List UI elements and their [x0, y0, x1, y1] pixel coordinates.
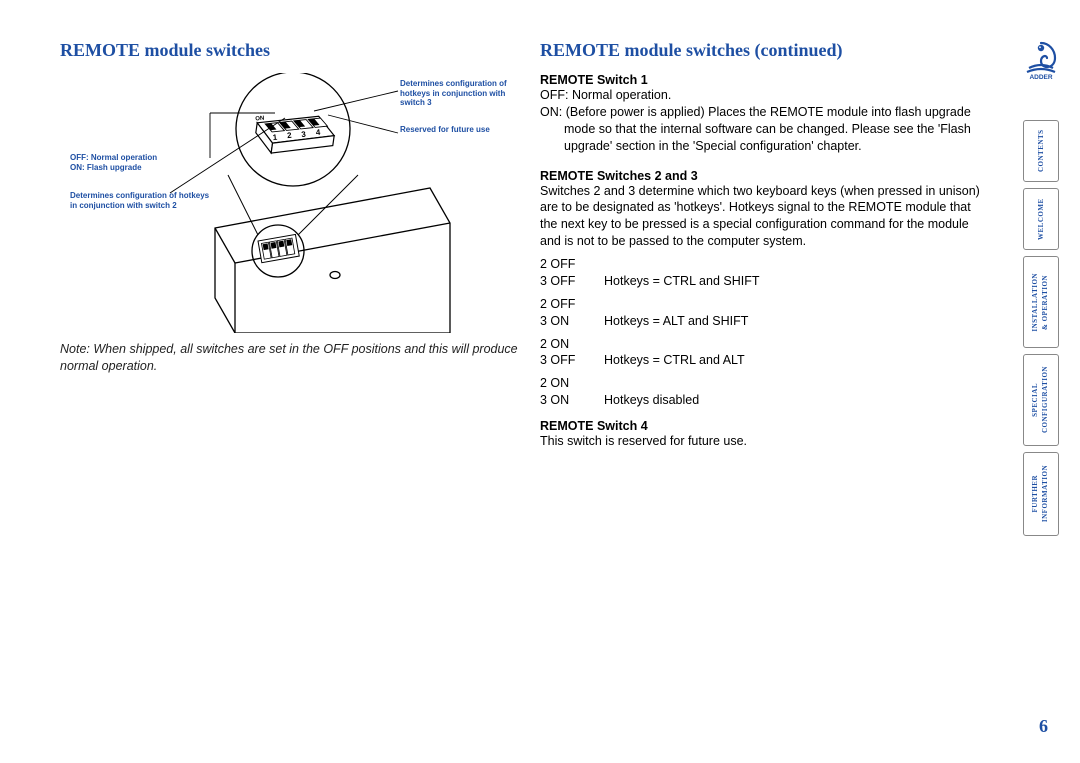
callout-left-1: OFF: Normal operation ON: Flash upgrade [70, 153, 200, 172]
tab-installation[interactable]: INSTALLATION& OPERATION [1023, 256, 1059, 348]
tab-welcome[interactable]: WELCOME [1023, 188, 1059, 250]
shipping-note: Note: When shipped, all switches are set… [60, 341, 530, 375]
adder-logo: ADDER [1021, 40, 1061, 80]
switch23-table: 2 OFF 3 OFFHotkeys = CTRL and SHIFT 2 OF… [540, 256, 990, 409]
switch4-text: This switch is reserved for future use. [540, 433, 990, 450]
tab-special[interactable]: SPECIALCONFIGURATION [1023, 354, 1059, 446]
switch1-on: ON: (Before power is applied) Places the… [540, 104, 990, 155]
switch23-title: REMOTE Switches 2 and 3 [540, 169, 990, 183]
page-number: 6 [1039, 716, 1048, 737]
right-column: REMOTE module switches (continued) REMOT… [530, 40, 990, 733]
left-heading: REMOTE module switches [60, 40, 530, 61]
switch4-title: REMOTE Switch 4 [540, 419, 990, 433]
right-heading: REMOTE module switches (continued) [540, 40, 990, 61]
tab-contents[interactable]: CONTENTS [1023, 120, 1059, 182]
left-column: REMOTE module switches [60, 40, 530, 733]
svg-text:ON: ON [255, 116, 265, 123]
switch23-intro: Switches 2 and 3 determine which two key… [540, 183, 990, 251]
tab-further[interactable]: FURTHERINFORMATION [1023, 452, 1059, 536]
switch1-off: OFF: Normal operation. [540, 87, 990, 104]
callout-left-2: Determines configuration of hotkeys in c… [70, 191, 210, 210]
switch1-title: REMOTE Switch 1 [540, 73, 990, 87]
callout-right-1: Determines configuration of hotkeys in c… [400, 79, 510, 108]
svg-text:ADDER: ADDER [1029, 74, 1052, 80]
switch-diagram: 1 2 3 4 ON OFF: Normal operation ON: Fla… [60, 73, 500, 333]
sidebar: ADDER CONTENTS WELCOME INSTALLATION& OPE… [1020, 40, 1062, 542]
callout-right-2: Reserved for future use [400, 125, 500, 135]
